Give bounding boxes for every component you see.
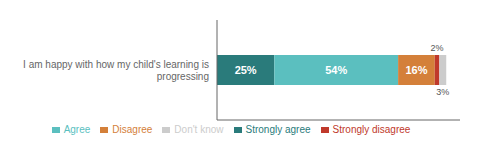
svg-text:I am happy with how my child's: I am happy with how my child's learning … bbox=[23, 59, 209, 82]
html-text:Agree: Agree bbox=[63, 124, 91, 135]
svg-text:25%: 25% bbox=[235, 64, 257, 76]
svg-text:16%: 16% bbox=[405, 64, 427, 76]
html-text:Strongly agree: Strongly agree bbox=[245, 124, 311, 135]
html-text:Disagree: Disagree bbox=[112, 124, 153, 135]
svg-text:2%: 2% bbox=[431, 43, 444, 53]
html-text:Strongly disagree: Strongly disagree bbox=[332, 124, 411, 135]
html-text:Don't know: Don't know bbox=[174, 124, 224, 135]
svg-text:3%: 3% bbox=[436, 87, 449, 97]
svg-text:54%: 54% bbox=[325, 64, 347, 76]
